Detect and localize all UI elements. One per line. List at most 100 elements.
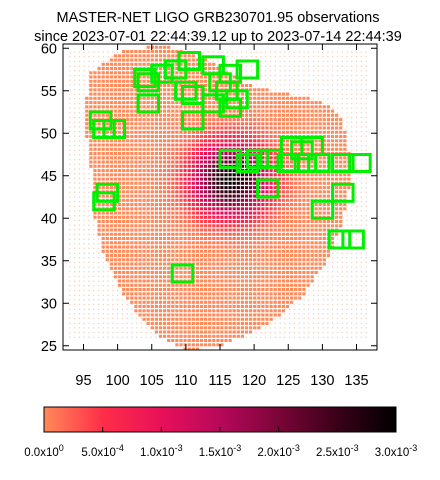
probability-cell [199,262,204,266]
probability-cell [167,339,171,342]
sky-grid-dot [288,93,291,95]
sky-grid-dot [145,336,148,339]
probability-cell [134,279,138,283]
sky-grid-dot [350,266,353,268]
sky-grid-dot [260,327,262,329]
sky-grid-dot [88,214,90,217]
probability-cell [236,288,240,291]
sky-grid-dot [140,257,143,259]
probability-cell [277,275,281,279]
sky-grid-dot [279,84,281,86]
sky-grid-dot [365,51,367,53]
sky-grid-dot [174,70,176,72]
sky-grid-dot [279,327,281,329]
probability-cell [171,245,175,249]
sky-grid-dot [83,271,85,273]
sky-grid-dot [331,327,334,329]
probability-cell [150,326,154,330]
probability-cell [236,326,240,330]
sky-grid-dot [69,140,71,142]
sky-grid-dot [92,252,95,254]
probability-cell [269,271,273,274]
probability-cell [175,313,179,317]
sky-grid-dot [116,84,119,86]
sky-grid-dot [341,303,343,306]
probability-cell [195,266,199,270]
probability-cell [269,300,273,304]
sky-grid-dot [88,107,90,109]
sky-grid-dot [88,93,90,95]
probability-cell [294,296,298,300]
sky-grid-dot [174,224,176,226]
probability-cell [105,254,109,257]
probability-cell [171,237,175,240]
sky-grid-dot [264,327,267,329]
sky-grid-dot [73,93,76,95]
probability-cell [126,241,130,245]
probability-cell [281,300,285,304]
sky-grid-dot [78,238,81,240]
sky-grid-dot [260,205,262,208]
probability-cell [253,241,257,245]
sky-grid-dot [312,285,315,287]
sky-grid-dot [365,140,367,142]
sky-grid-dot [92,285,95,287]
probability-cell [187,241,191,245]
sky-grid-dot [73,214,76,217]
sky-grid-dot [183,210,186,212]
sky-grid-dot [78,210,81,212]
sky-grid-dot [307,88,310,91]
sky-grid-dot [202,322,205,324]
sky-grid-dot [327,102,329,105]
probability-cell [154,254,158,257]
probability-cell [253,305,257,308]
probability-cell [273,279,277,283]
sky-grid-dot [336,74,339,77]
sky-grid-dot [202,252,205,254]
sky-grid-dot [336,107,339,109]
sky-grid-dot [116,261,119,264]
sky-grid-dot [198,163,200,166]
sky-grid-dot [336,65,339,67]
sky-grid-dot [350,210,353,212]
sky-grid-dot [255,116,257,119]
probability-cell [257,275,261,279]
sky-grid-dot [102,294,105,296]
sky-grid-dot [341,294,343,296]
sky-grid-dot [288,74,291,77]
sky-grid-dot [174,233,176,236]
sky-grid-dot [293,70,296,72]
sky-grid-dot [341,98,343,100]
sky-grid-dot [83,168,85,170]
probability-cell [244,283,249,287]
sky-grid-dot [150,210,152,212]
sky-grid-dot [174,238,176,240]
probability-cell [236,300,240,304]
sky-grid-dot [346,149,348,152]
sky-grid-dot [116,327,119,329]
probability-cell [146,275,150,279]
sky-grid-dot [245,74,248,77]
sky-grid-dot [293,74,296,77]
sky-grid-dot [327,327,329,329]
sky-grid-dot [307,294,310,296]
probability-cell [261,317,265,321]
sky-grid-dot [69,322,71,324]
probability-cell [244,330,249,334]
sky-grid-dot [221,257,224,259]
sky-grid-dot [346,336,348,339]
probability-cell [253,296,257,300]
probability-cell [290,262,294,266]
sky-grid-dot [355,144,358,147]
probability-cell [187,313,191,317]
probability-cell [175,343,179,347]
sky-grid-dot [365,261,367,264]
sky-grid-dot [365,130,367,133]
sky-grid-dot [346,214,348,217]
sky-grid-dot [355,205,358,208]
sky-grid-dot [207,70,210,72]
probability-cell [240,283,244,287]
sky-grid-dot [150,303,152,306]
sky-grid-dot [83,322,85,324]
sky-grid-dot [97,271,100,273]
